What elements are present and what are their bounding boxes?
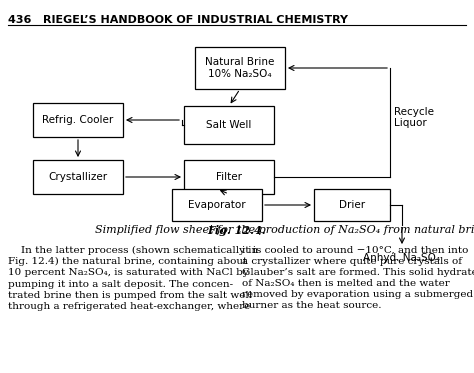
Text: Drier: Drier [339,200,365,210]
Bar [195,47,285,89]
Text: Fig. 12.4.: Fig. 12.4. [208,225,266,236]
Bar [172,189,262,221]
Text: Recycle
Liquor: Recycle Liquor [394,107,434,128]
Text: Crystallizer: Crystallizer [48,172,108,182]
Text: Anhyd. Na₂SO₄: Anhyd. Na₂SO₄ [364,253,440,263]
Text: Natural Brine
10% Na₂SO₄: Natural Brine 10% Na₂SO₄ [205,57,275,79]
Bar [33,103,123,137]
Text: In the latter process (shown schematically in
Fig. 12.4) the natural brine, cont: In the latter process (shown schematical… [8,246,258,311]
Text: Salt Well: Salt Well [206,120,252,130]
Text: 436   RIEGEL’S HANDBOOK OF INDUSTRIAL CHEMISTRY: 436 RIEGEL’S HANDBOOK OF INDUSTRIAL CHEM… [8,15,348,25]
Text: Evaporator: Evaporator [188,200,246,210]
Bar [314,189,390,221]
Text: Refrig. Cooler: Refrig. Cooler [42,115,114,125]
Bar [184,160,274,194]
Bar [184,106,274,144]
Text: Simplified flow sheet for the production of Na₂SO₄ from natural brine.: Simplified flow sheet for the production… [88,225,474,235]
Text: it is cooled to around −10°C, and then into
a crystallizer where quite pure crys: it is cooled to around −10°C, and then i… [242,246,474,310]
Bar [33,160,123,194]
Text: Filter: Filter [216,172,242,182]
